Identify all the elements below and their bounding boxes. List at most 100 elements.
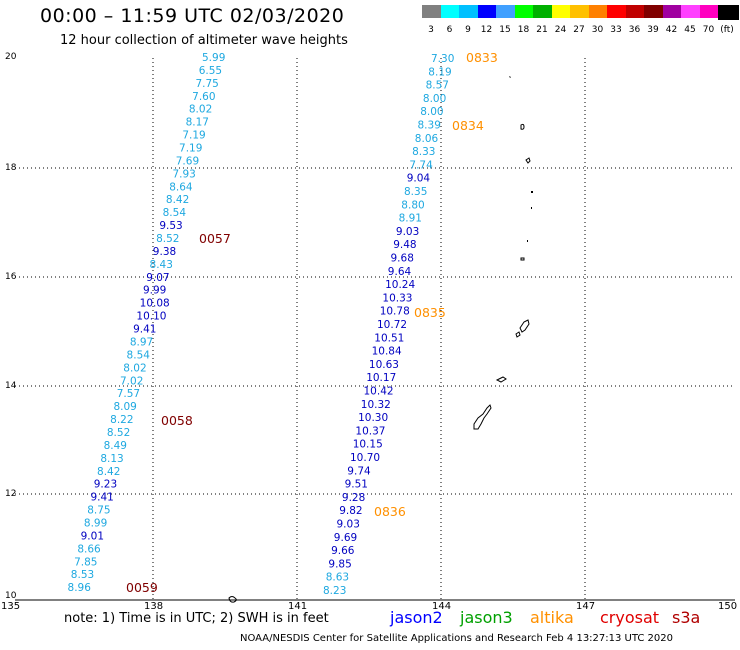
land-outlines (228, 76, 533, 603)
island-dot-1 (531, 191, 533, 193)
legend-cryosat: cryosat (600, 608, 660, 627)
color-swatch (422, 5, 441, 18)
wave-height-value: 8.02 (189, 104, 212, 116)
island-saipan (515, 319, 530, 338)
island-rota (495, 376, 507, 383)
wave-height-value: 9.64 (388, 266, 412, 278)
wave-height-value: 7.74 (409, 159, 433, 171)
wave-height-value: 8.06 (415, 133, 439, 145)
color-scale-tick: 39 (647, 25, 659, 35)
wave-height-value: 6.55 (199, 65, 222, 77)
wave-height-value: 10.15 (353, 439, 383, 451)
wave-height-value: 8.00 (420, 106, 443, 118)
wave-height-value: 8.19 (428, 66, 451, 78)
wave-height-value: 9.48 (393, 239, 416, 251)
color-scale-tick: 18 (517, 25, 530, 35)
color-scale-tick: 3 (428, 25, 434, 35)
lat-label-16: 16 (5, 272, 17, 282)
wave-height-value: 8.13 (100, 453, 123, 465)
wave-height-value: 10.30 (358, 412, 388, 424)
wave-height-value: 8.99 (84, 517, 107, 529)
lat-label-14: 14 (5, 381, 17, 391)
wave-height-value: 9.82 (339, 505, 362, 517)
wave-height-value: 7.69 (176, 155, 199, 167)
color-scale-tick: 9 (465, 25, 471, 35)
time-label: 0835 (414, 305, 446, 320)
wave-height-value: 9.38 (153, 246, 176, 258)
lat-label-10: 10 (5, 591, 17, 601)
wave-height-value: 9.66 (331, 545, 355, 557)
wave-height-value: 10.72 (377, 319, 407, 331)
wave-height-value: 9.51 (345, 479, 368, 491)
color-swatch (718, 5, 739, 20)
wave-height-marks: 5.996.557.757.608.028.177.197.197.697.93… (68, 50, 498, 597)
island-guam (473, 404, 492, 430)
wave-height-value: 8.80 (401, 199, 424, 211)
wave-height-value: 8.09 (113, 401, 136, 413)
legend-jason2: jason2 (390, 608, 443, 627)
wave-height-value: 7.02 (120, 375, 143, 387)
wave-height-value: 9.28 (342, 492, 365, 504)
color-swatch (625, 5, 644, 18)
color-swatch (496, 5, 515, 18)
wave-height-value: 8.53 (71, 569, 94, 581)
island-small-north (509, 76, 511, 78)
wave-height-value: 7.75 (195, 78, 218, 90)
time-label: 0057 (199, 231, 231, 246)
wave-height-value: 8.35 (404, 186, 427, 198)
color-swatch (440, 5, 459, 18)
wave-height-value: 8.97 (130, 336, 153, 348)
wave-height-value: 7.57 (117, 388, 140, 400)
color-scale-tick: (ft) (720, 25, 734, 35)
wave-height-value: 9.41 (90, 492, 113, 504)
wave-height-value: 8.63 (326, 572, 349, 584)
wave-height-value: 9.03 (337, 519, 360, 531)
wave-height-value: 8.91 (399, 213, 422, 225)
color-swatch (570, 5, 589, 18)
wave-height-value: 7.93 (172, 168, 195, 180)
credit-line: NOAA/NESDIS Center for Satellite Applica… (240, 633, 673, 644)
wave-height-value: 8.54 (163, 207, 187, 219)
wave-height-value: 8.33 (412, 146, 435, 158)
island-palau (228, 596, 237, 603)
wave-height-value: 8.52 (156, 233, 179, 245)
wave-height-value: 8.66 (77, 543, 101, 555)
wave-height-value: 9.04 (407, 173, 431, 185)
wave-height-value: 10.24 (385, 279, 415, 291)
wave-height-value: 8.96 (68, 582, 92, 594)
page-title: 00:00 – 11:59 UTC 02/03/2020 (40, 5, 345, 27)
color-swatch (607, 5, 626, 18)
color-scale-tick: 30 (591, 25, 604, 35)
time-label: 0059 (126, 580, 158, 595)
island-dot-3 (527, 240, 528, 242)
wave-height-value: 9.07 (146, 272, 169, 284)
wave-height-value: 7.85 (74, 556, 97, 568)
wave-height-value: 10.32 (361, 399, 391, 411)
color-scale-tick: 45 (684, 25, 696, 35)
wave-height-value: 7.19 (182, 130, 205, 142)
wave-height-value: 10.70 (350, 452, 380, 464)
wave-height-value: 8.00 (423, 93, 446, 105)
note-text: note: 1) Time is in UTC; 2) SWH is in fe… (64, 611, 329, 626)
wave-height-value: 10.17 (366, 372, 396, 384)
time-label: 0058 (161, 413, 193, 428)
wave-height-value: 8.75 (87, 505, 110, 517)
lat-label-12: 12 (5, 489, 17, 499)
page-subtitle: 12 hour collection of altimeter wave hei… (60, 33, 348, 48)
time-label: 0834 (452, 118, 484, 133)
wave-height-value: 10.78 (380, 306, 410, 318)
color-scale-tick: 27 (573, 25, 585, 35)
lon-label-138: 138 (144, 601, 164, 612)
wave-height-value: 7.60 (192, 91, 215, 103)
color-swatch (662, 5, 681, 18)
wave-height-value: 8.52 (107, 427, 130, 439)
lon-label-150: 150 (718, 601, 738, 612)
wave-height-value: 9.68 (391, 253, 414, 265)
lat-label-20: 20 (5, 52, 17, 62)
wave-height-value: 9.23 (94, 479, 117, 491)
color-scale-tick: 36 (628, 25, 641, 35)
wave-height-value: 9.53 (159, 220, 182, 232)
wave-height-value: 8.42 (166, 194, 189, 206)
color-scale-tick: 6 (446, 25, 453, 35)
